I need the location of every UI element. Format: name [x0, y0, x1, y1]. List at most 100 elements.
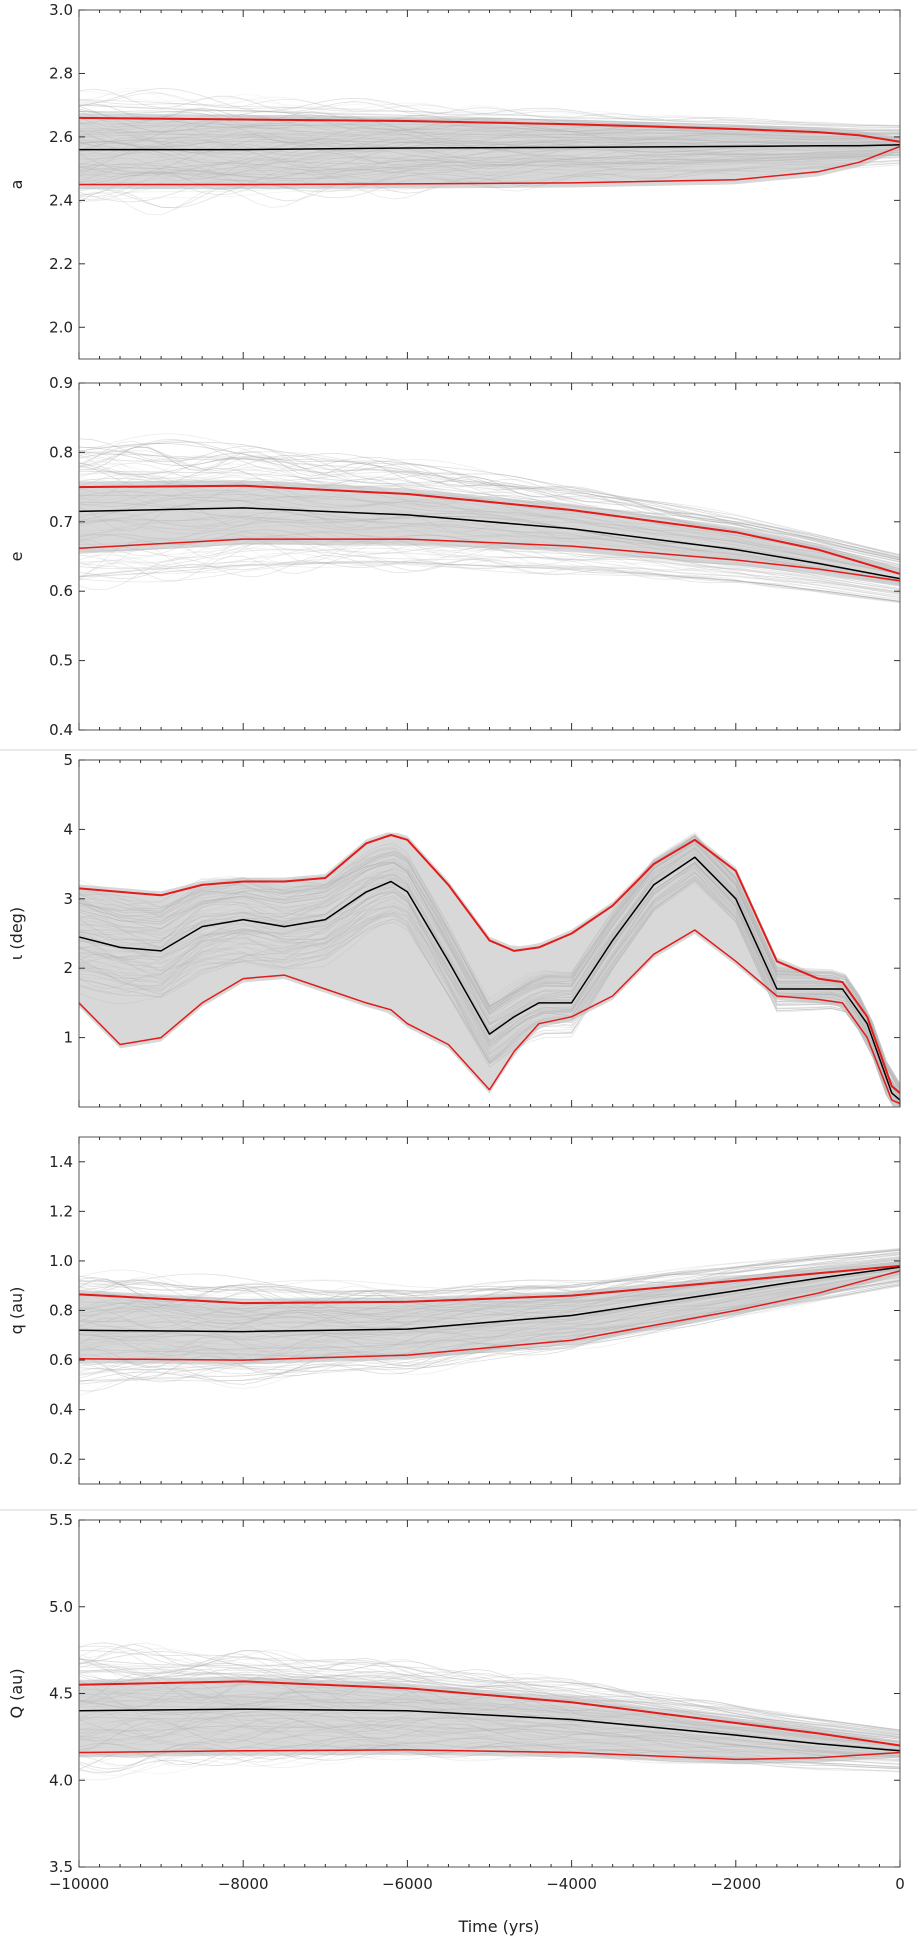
clone-cloud: [79, 433, 900, 604]
clone-track: [79, 1645, 900, 1732]
clone-track: [79, 87, 900, 127]
y-tick-label: 4: [63, 820, 73, 838]
clone-track: [79, 1250, 900, 1294]
y-tick-label: 0.5: [49, 652, 73, 670]
clone-track: [79, 1670, 900, 1738]
y-tick-label: 3.5: [49, 1858, 73, 1876]
clone-density-band: [79, 1261, 900, 1365]
y-tick-label: 0.7: [49, 513, 73, 531]
clone-track: [79, 1647, 900, 1733]
clone-track: [79, 89, 900, 126]
y-axis-label: Q (au): [7, 1668, 26, 1718]
clone-density-band: [79, 480, 900, 587]
clone-track: [79, 441, 900, 555]
clone-track: [79, 1249, 900, 1296]
clone-track: [79, 1650, 900, 1731]
clone-track: [79, 1642, 900, 1731]
panel-e: 0.4 0.5 0.6 0.7 0.8 0.9 e: [7, 374, 901, 739]
clone-track: [79, 440, 900, 556]
clone-track: [79, 1248, 900, 1296]
clone-track: [79, 563, 900, 603]
clone-track: [79, 1656, 900, 1735]
clone-cloud: [79, 831, 900, 1107]
series-median-line: [79, 856, 900, 1101]
x-tick-label: 0: [895, 1875, 905, 1893]
panel-Q: 3.5 4.0 4.5 5.0 5.5 Q (au) −10000 −8000 −6000 −40…: [7, 1511, 905, 1893]
clone-track: [79, 552, 900, 601]
clone-track: [79, 560, 900, 604]
clone-track: [79, 1253, 900, 1309]
clone-track: [79, 456, 900, 562]
clone-track: [79, 453, 900, 561]
clone-track: [79, 1249, 900, 1293]
clone-track: [79, 455, 900, 561]
y-axis-label: a: [7, 180, 26, 190]
clone-track: [79, 433, 900, 556]
clone-track: [79, 1285, 900, 1396]
clone-track: [79, 1248, 900, 1300]
clone-track: [79, 1668, 900, 1737]
clone-track: [79, 451, 900, 563]
series-upper-line: [79, 484, 900, 575]
clone-track: [79, 455, 900, 560]
clone-track: [79, 549, 900, 599]
y-tick-label: 3: [63, 890, 73, 908]
y-tick-label: 2.6: [49, 128, 73, 146]
clone-track: [79, 1658, 900, 1736]
clone-track: [79, 446, 900, 559]
clone-track: [79, 99, 900, 129]
series-upper-line: [79, 1680, 900, 1747]
clone-track: [79, 99, 900, 128]
y-tick-label: 2.2: [49, 255, 73, 273]
series-lower-line: [79, 1270, 900, 1361]
series-median-line: [79, 1708, 900, 1752]
clone-track: [79, 1249, 900, 1296]
y-tick-label: 2.4: [49, 191, 73, 209]
clone-track: [79, 1671, 900, 1738]
series-upper-line: [79, 834, 900, 1094]
y-tick-label: 0.2: [49, 1450, 73, 1468]
clone-track: [79, 1669, 900, 1738]
panel-i: 1 2 3 4 5 ι (deg): [7, 751, 901, 1108]
y-tick-label: 0.4: [49, 1401, 73, 1419]
clone-track: [79, 561, 900, 602]
clone-track: [79, 534, 900, 593]
series-upper-line: [79, 1264, 900, 1305]
clone-density-band: [79, 1676, 900, 1765]
clone-track: [79, 1250, 900, 1296]
panel-q: 0.2 0.4 0.6 0.8 1.0 1.2 1.4 q (au): [7, 1136, 901, 1485]
clone-track: [79, 1642, 900, 1731]
clone-track: [79, 555, 900, 603]
clone-track: [79, 445, 900, 560]
y-tick-label: 2: [63, 959, 73, 977]
clone-track: [79, 446, 900, 561]
clone-track: [79, 560, 900, 603]
y-tick-label: 5.0: [49, 1598, 73, 1616]
y-tick-label: 5: [63, 751, 73, 769]
x-tick-label: −4000: [546, 1875, 597, 1893]
clone-track: [79, 87, 900, 126]
series-lower-line: [79, 145, 900, 186]
y-tick-label: 0.6: [49, 582, 73, 600]
clone-track: [79, 548, 900, 600]
clone-track: [79, 1249, 900, 1293]
series-lower-line: [79, 1749, 900, 1761]
clone-track: [79, 531, 900, 593]
clone-track: [79, 1249, 900, 1292]
clone-track: [79, 439, 900, 558]
series-median-line: [79, 1266, 900, 1333]
clone-track: [79, 1252, 900, 1299]
clone-track: [79, 1247, 900, 1291]
clone-density-band: [79, 832, 900, 1107]
clone-track: [79, 451, 900, 558]
x-axis-label: Time (yrs): [457, 1917, 539, 1936]
y-tick-label: 0.9: [49, 374, 73, 392]
clone-track: [79, 1657, 900, 1733]
clone-track: [79, 1651, 900, 1732]
clone-track: [79, 1252, 900, 1306]
clone-track: [79, 539, 900, 595]
clone-track: [79, 1664, 900, 1738]
clone-track: [79, 547, 900, 598]
clone-track: [79, 561, 900, 602]
